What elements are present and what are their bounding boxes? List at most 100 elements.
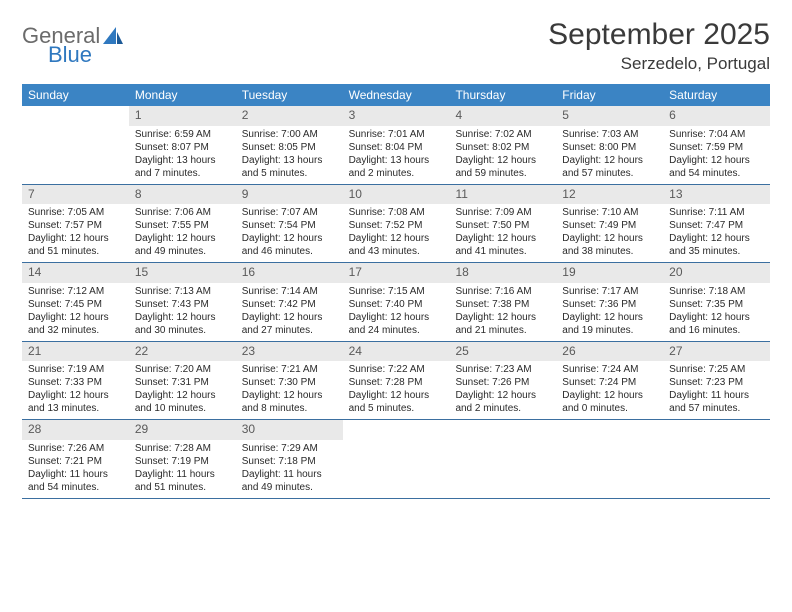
sunset-line: Sunset: 7:57 PM bbox=[28, 219, 123, 232]
day-body: Sunrise: 7:20 AMSunset: 7:31 PMDaylight:… bbox=[129, 361, 236, 419]
week-row: 7Sunrise: 7:05 AMSunset: 7:57 PMDaylight… bbox=[22, 185, 770, 264]
day-number: 29 bbox=[129, 420, 236, 440]
daylight-line: Daylight: 12 hours bbox=[135, 389, 230, 402]
daylight-line: Daylight: 11 hours bbox=[135, 468, 230, 481]
week-row: 14Sunrise: 7:12 AMSunset: 7:45 PMDayligh… bbox=[22, 263, 770, 342]
daylight-line: and 21 minutes. bbox=[455, 324, 550, 337]
sunset-line: Sunset: 7:26 PM bbox=[455, 376, 550, 389]
day-number: 15 bbox=[129, 263, 236, 283]
daylight-line: Daylight: 12 hours bbox=[455, 232, 550, 245]
day-number: 19 bbox=[556, 263, 663, 283]
day-cell: 12Sunrise: 7:10 AMSunset: 7:49 PMDayligh… bbox=[556, 185, 663, 263]
daylight-line: Daylight: 12 hours bbox=[455, 311, 550, 324]
sunrise-line: Sunrise: 7:02 AM bbox=[455, 128, 550, 141]
sunrise-line: Sunrise: 7:22 AM bbox=[349, 363, 444, 376]
sunset-line: Sunset: 7:31 PM bbox=[135, 376, 230, 389]
day-cell: 29Sunrise: 7:28 AMSunset: 7:19 PMDayligh… bbox=[129, 420, 236, 498]
day-cell: 28Sunrise: 7:26 AMSunset: 7:21 PMDayligh… bbox=[22, 420, 129, 498]
daylight-line: Daylight: 12 hours bbox=[455, 389, 550, 402]
sunrise-line: Sunrise: 7:19 AM bbox=[28, 363, 123, 376]
sunset-line: Sunset: 7:43 PM bbox=[135, 298, 230, 311]
sunset-line: Sunset: 7:28 PM bbox=[349, 376, 444, 389]
sunrise-line: Sunrise: 7:17 AM bbox=[562, 285, 657, 298]
day-cell: 17Sunrise: 7:15 AMSunset: 7:40 PMDayligh… bbox=[343, 263, 450, 341]
day-body: Sunrise: 7:00 AMSunset: 8:05 PMDaylight:… bbox=[236, 126, 343, 184]
day-number: 12 bbox=[556, 185, 663, 205]
header: General Blue September 2025 Serzedelo, P… bbox=[22, 18, 770, 74]
daylight-line: and 49 minutes. bbox=[242, 481, 337, 494]
day-cell: 21Sunrise: 7:19 AMSunset: 7:33 PMDayligh… bbox=[22, 342, 129, 420]
day-number: 18 bbox=[449, 263, 556, 283]
week-row: 1Sunrise: 6:59 AMSunset: 8:07 PMDaylight… bbox=[22, 106, 770, 185]
day-number: 23 bbox=[236, 342, 343, 362]
day-cell bbox=[22, 106, 129, 184]
week-row: 28Sunrise: 7:26 AMSunset: 7:21 PMDayligh… bbox=[22, 420, 770, 499]
sunset-line: Sunset: 7:38 PM bbox=[455, 298, 550, 311]
day-body: Sunrise: 7:09 AMSunset: 7:50 PMDaylight:… bbox=[449, 204, 556, 262]
day-cell: 22Sunrise: 7:20 AMSunset: 7:31 PMDayligh… bbox=[129, 342, 236, 420]
day-body: Sunrise: 7:18 AMSunset: 7:35 PMDaylight:… bbox=[663, 283, 770, 341]
weekday-header-row: SundayMondayTuesdayWednesdayThursdayFrid… bbox=[22, 84, 770, 106]
sunrise-line: Sunrise: 7:21 AM bbox=[242, 363, 337, 376]
day-number: 21 bbox=[22, 342, 129, 362]
sunset-line: Sunset: 8:00 PM bbox=[562, 141, 657, 154]
day-body: Sunrise: 7:01 AMSunset: 8:04 PMDaylight:… bbox=[343, 126, 450, 184]
day-cell: 25Sunrise: 7:23 AMSunset: 7:26 PMDayligh… bbox=[449, 342, 556, 420]
daylight-line: and 35 minutes. bbox=[669, 245, 764, 258]
day-body: Sunrise: 7:08 AMSunset: 7:52 PMDaylight:… bbox=[343, 204, 450, 262]
day-cell: 20Sunrise: 7:18 AMSunset: 7:35 PMDayligh… bbox=[663, 263, 770, 341]
sunrise-line: Sunrise: 7:12 AM bbox=[28, 285, 123, 298]
day-cell bbox=[343, 420, 450, 498]
daylight-line: Daylight: 11 hours bbox=[28, 468, 123, 481]
daylight-line: and 8 minutes. bbox=[242, 402, 337, 415]
day-number: 8 bbox=[129, 185, 236, 205]
day-number: 22 bbox=[129, 342, 236, 362]
weekday-header: Monday bbox=[129, 84, 236, 106]
day-cell: 3Sunrise: 7:01 AMSunset: 8:04 PMDaylight… bbox=[343, 106, 450, 184]
day-number: 13 bbox=[663, 185, 770, 205]
day-number: 1 bbox=[129, 106, 236, 126]
weekday-header: Tuesday bbox=[236, 84, 343, 106]
day-cell: 6Sunrise: 7:04 AMSunset: 7:59 PMDaylight… bbox=[663, 106, 770, 184]
sunrise-line: Sunrise: 7:10 AM bbox=[562, 206, 657, 219]
sunset-line: Sunset: 7:30 PM bbox=[242, 376, 337, 389]
sunset-line: Sunset: 7:24 PM bbox=[562, 376, 657, 389]
daylight-line: Daylight: 12 hours bbox=[562, 154, 657, 167]
daylight-line: Daylight: 12 hours bbox=[28, 389, 123, 402]
day-cell: 14Sunrise: 7:12 AMSunset: 7:45 PMDayligh… bbox=[22, 263, 129, 341]
day-cell: 18Sunrise: 7:16 AMSunset: 7:38 PMDayligh… bbox=[449, 263, 556, 341]
day-cell: 5Sunrise: 7:03 AMSunset: 8:00 PMDaylight… bbox=[556, 106, 663, 184]
weekday-header: Saturday bbox=[663, 84, 770, 106]
sunset-line: Sunset: 7:21 PM bbox=[28, 455, 123, 468]
sunrise-line: Sunrise: 7:11 AM bbox=[669, 206, 764, 219]
sunrise-line: Sunrise: 7:18 AM bbox=[669, 285, 764, 298]
daylight-line: and 13 minutes. bbox=[28, 402, 123, 415]
sunset-line: Sunset: 7:45 PM bbox=[28, 298, 123, 311]
daylight-line: Daylight: 12 hours bbox=[242, 389, 337, 402]
sunrise-line: Sunrise: 7:09 AM bbox=[455, 206, 550, 219]
day-number: 3 bbox=[343, 106, 450, 126]
day-number: 28 bbox=[22, 420, 129, 440]
daylight-line: and 2 minutes. bbox=[455, 402, 550, 415]
daylight-line: Daylight: 12 hours bbox=[455, 154, 550, 167]
day-body: Sunrise: 7:28 AMSunset: 7:19 PMDaylight:… bbox=[129, 440, 236, 498]
day-cell bbox=[556, 420, 663, 498]
day-body: Sunrise: 6:59 AMSunset: 8:07 PMDaylight:… bbox=[129, 126, 236, 184]
day-cell: 23Sunrise: 7:21 AMSunset: 7:30 PMDayligh… bbox=[236, 342, 343, 420]
day-cell: 19Sunrise: 7:17 AMSunset: 7:36 PMDayligh… bbox=[556, 263, 663, 341]
weekday-header: Thursday bbox=[449, 84, 556, 106]
sunset-line: Sunset: 7:50 PM bbox=[455, 219, 550, 232]
logo: General Blue bbox=[22, 18, 124, 66]
daylight-line: and 24 minutes. bbox=[349, 324, 444, 337]
day-cell bbox=[663, 420, 770, 498]
day-number: 2 bbox=[236, 106, 343, 126]
daylight-line: Daylight: 12 hours bbox=[349, 232, 444, 245]
daylight-line: and 30 minutes. bbox=[135, 324, 230, 337]
sunset-line: Sunset: 7:40 PM bbox=[349, 298, 444, 311]
sunset-line: Sunset: 7:36 PM bbox=[562, 298, 657, 311]
sunset-line: Sunset: 7:55 PM bbox=[135, 219, 230, 232]
sunset-line: Sunset: 7:52 PM bbox=[349, 219, 444, 232]
daylight-line: Daylight: 11 hours bbox=[242, 468, 337, 481]
day-body: Sunrise: 7:16 AMSunset: 7:38 PMDaylight:… bbox=[449, 283, 556, 341]
title-block: September 2025 Serzedelo, Portugal bbox=[548, 18, 770, 74]
